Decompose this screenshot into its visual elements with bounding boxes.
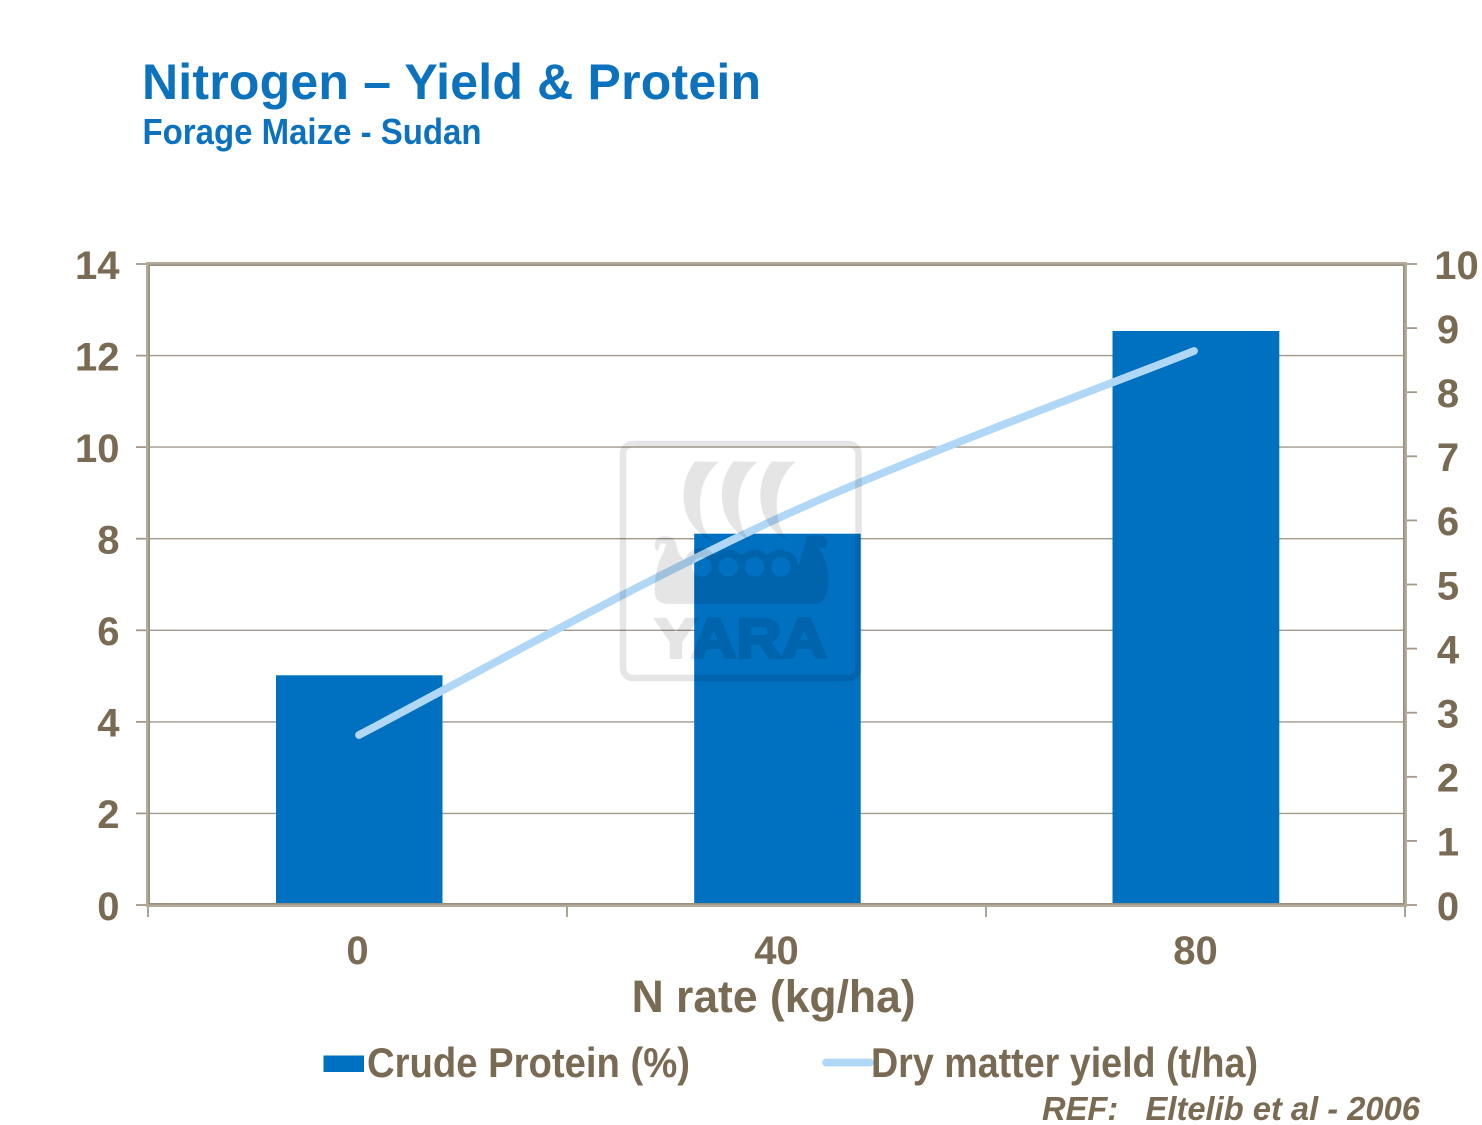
svg-text:40: 40 <box>754 929 799 973</box>
svg-text:0: 0 <box>97 885 119 929</box>
svg-text:1: 1 <box>1437 821 1459 865</box>
svg-text:6: 6 <box>1437 500 1459 544</box>
svg-text:8: 8 <box>97 519 119 563</box>
svg-text:12: 12 <box>75 335 120 379</box>
svg-text:5: 5 <box>1437 564 1459 608</box>
svg-text:REF: Eltelib et al - 2006: REF: Eltelib et al - 2006 <box>1042 1090 1421 1125</box>
svg-text:14: 14 <box>75 244 120 288</box>
svg-text:0: 0 <box>346 929 368 973</box>
svg-text:2: 2 <box>1437 757 1459 801</box>
svg-text:4: 4 <box>97 702 120 746</box>
svg-text:Crude Protein (%): Crude Protein (%) <box>367 1039 690 1086</box>
svg-text:80: 80 <box>1173 929 1218 973</box>
svg-text:7: 7 <box>1437 436 1459 480</box>
svg-text:YARA: YARA <box>655 607 827 670</box>
svg-text:0: 0 <box>1437 885 1459 929</box>
svg-text:4: 4 <box>1437 628 1460 672</box>
svg-text:Forage Maize - Sudan: Forage Maize - Sudan <box>143 111 482 152</box>
svg-text:10: 10 <box>1434 244 1479 288</box>
svg-text:6: 6 <box>97 610 119 654</box>
svg-text:N rate (kg/ha): N rate (kg/ha) <box>632 971 916 1022</box>
svg-text:10: 10 <box>75 427 120 471</box>
svg-text:Nitrogen – Yield & Protein: Nitrogen – Yield & Protein <box>142 54 761 110</box>
svg-text:9: 9 <box>1437 308 1459 352</box>
svg-text:8: 8 <box>1437 372 1459 416</box>
svg-text:3: 3 <box>1437 693 1459 737</box>
svg-text:2: 2 <box>97 793 119 837</box>
svg-text:Dry matter yield (t/ha): Dry matter yield (t/ha) <box>871 1039 1258 1086</box>
